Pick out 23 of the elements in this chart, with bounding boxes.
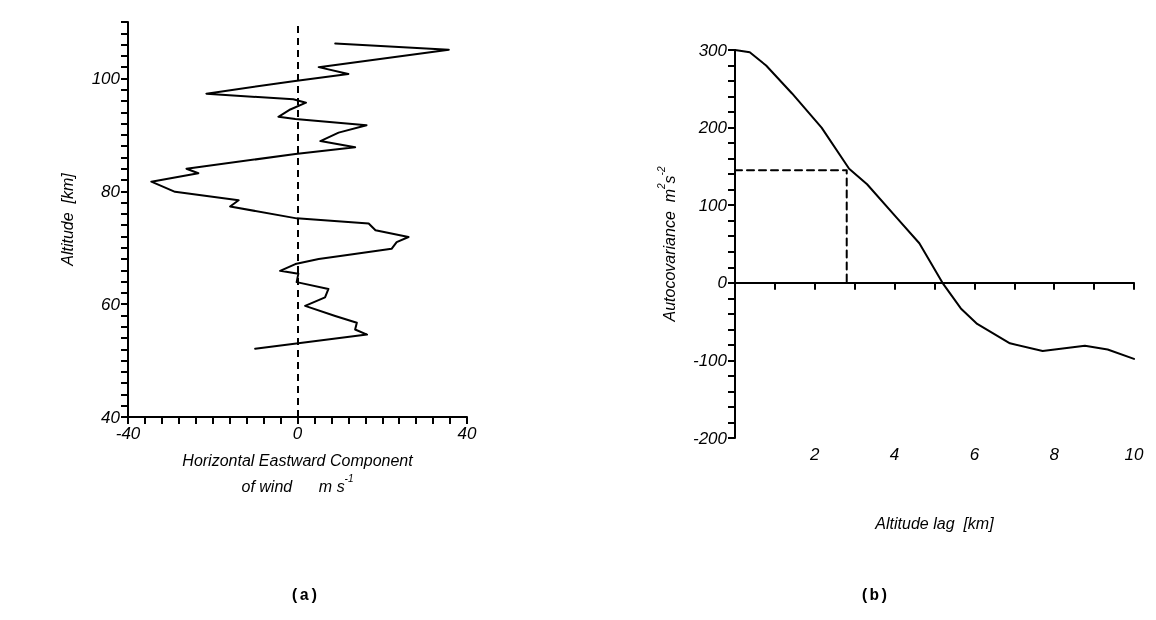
x-tick-label: -40: [115, 424, 141, 443]
y-tick-label: 0: [717, 273, 728, 293]
y-tick-label: -200: [692, 428, 728, 448]
y-tick-label: -100: [692, 350, 728, 370]
x-tick-label: 2: [809, 445, 821, 464]
x-axis-title: Altitude lag [km]: [874, 514, 995, 532]
y-tick-label: 100: [91, 68, 121, 88]
y-axis-title: Autocovariance m2s-2: [655, 166, 678, 323]
y-tick-label: 80: [101, 181, 121, 201]
y-tick-label: 300: [698, 40, 728, 60]
text: (a): [290, 587, 319, 605]
y-tick-label: 60: [101, 294, 121, 314]
x-tick-label: 4: [889, 445, 900, 464]
y-tick-label: 200: [697, 118, 728, 138]
x-tick-label: 8: [1049, 445, 1060, 464]
y-tick-label: 40: [101, 407, 121, 427]
x-tick-label: 0: [292, 424, 303, 443]
x-tick-label: 40: [457, 424, 477, 443]
y-axis-title: Altitude [km]: [59, 172, 77, 267]
x-tick-label: 6: [969, 445, 980, 464]
y-tick-label: 100: [698, 195, 728, 215]
text: (b): [860, 587, 889, 605]
x-tick-label: 10: [1124, 445, 1144, 464]
